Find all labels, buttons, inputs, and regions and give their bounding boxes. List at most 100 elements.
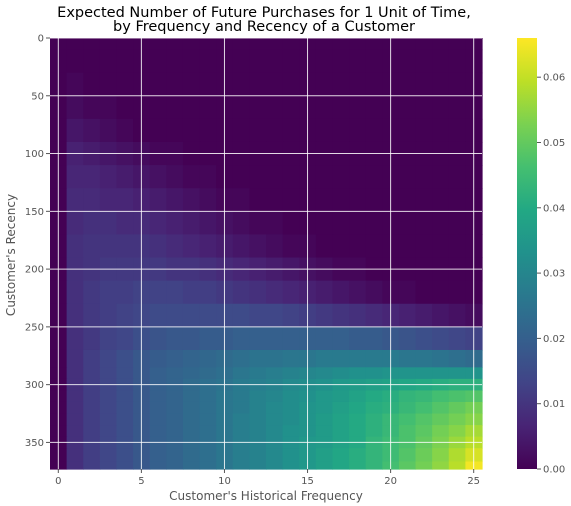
heatmap-cell <box>99 390 118 403</box>
heatmap-cell <box>415 49 433 74</box>
heatmap-cell <box>149 188 167 212</box>
heatmap-cell <box>149 280 167 305</box>
heatmap-cell <box>166 448 184 463</box>
heatmap-cell <box>182 401 201 415</box>
heatmap-cell <box>83 95 101 120</box>
heatmap-cell <box>266 211 284 236</box>
heatmap-cell <box>315 234 334 259</box>
heatmap-cell <box>315 303 334 328</box>
heatmap-cell <box>432 49 450 74</box>
heatmap-cell <box>249 349 267 368</box>
heatmap-cell <box>266 188 284 212</box>
heatmap-cell <box>83 413 101 426</box>
heatmap-cell <box>315 188 334 212</box>
heatmap-cell <box>315 448 334 463</box>
heatmap-cell <box>266 280 284 305</box>
heatmap-cell <box>365 367 383 380</box>
heatmap-cell <box>182 461 201 470</box>
heatmap-cell <box>116 211 134 236</box>
heatmap-cell <box>448 390 466 403</box>
heatmap-cell <box>99 461 118 470</box>
heatmap-cell <box>315 326 334 351</box>
heatmap-cell <box>365 390 383 403</box>
heatmap-cell <box>398 188 417 212</box>
heatmap-cell <box>315 367 334 380</box>
heatmap-cell <box>232 401 250 415</box>
heatmap-cell <box>99 448 118 463</box>
heatmap-cell <box>199 234 217 259</box>
heatmap-cell <box>166 367 184 380</box>
heatmap-cell <box>199 72 217 97</box>
heatmap-cell <box>249 188 267 212</box>
heatmap-cell <box>432 165 450 189</box>
heatmap-cell <box>349 425 367 438</box>
heatmap-cell <box>365 280 383 305</box>
heatmap-cell <box>116 280 134 305</box>
heatmap-cell <box>365 425 383 438</box>
heatmap-cell <box>448 461 466 470</box>
heatmap-cell <box>332 211 350 236</box>
heatmap-cell <box>315 49 334 74</box>
heatmap-cell <box>199 326 217 351</box>
heatmap-cell <box>365 461 383 470</box>
heatmap-cell <box>415 413 433 426</box>
heatmap-cell <box>166 188 184 212</box>
heatmap-cell <box>99 280 118 305</box>
heatmap-cell <box>99 425 118 438</box>
colorbar-tick-label: 0.05 <box>543 138 565 149</box>
heatmap-cell <box>266 234 284 259</box>
heatmap-cell <box>149 303 167 328</box>
heatmap-cell <box>166 211 184 236</box>
heatmap-cell <box>282 95 300 120</box>
heatmap-cell <box>432 425 450 438</box>
heatmap-cell <box>448 367 466 380</box>
heatmap-cell <box>365 234 383 259</box>
heatmap-cell <box>448 326 466 351</box>
heatmap-cell <box>398 38 417 51</box>
chart-title-line-1: Expected Number of Future Purchases for … <box>57 5 471 21</box>
heatmap-cell <box>182 211 201 236</box>
heatmap-cell <box>66 413 84 426</box>
heatmap-cell <box>116 118 134 143</box>
heatmap-cell <box>83 118 101 143</box>
heatmap-cell <box>448 95 466 120</box>
heatmap-cell <box>66 390 84 403</box>
heatmap-cell <box>365 211 383 236</box>
y-tick-label: 350 <box>25 438 44 449</box>
heatmap-cell <box>232 211 250 236</box>
heatmap-cell <box>83 188 101 212</box>
heatmap-cell <box>398 326 417 351</box>
colorbar-tick-label: 0.02 <box>543 334 565 345</box>
heatmap-cell <box>349 448 367 463</box>
heatmap-cell <box>99 401 118 415</box>
x-axis-label: Customer's Historical Frequency <box>169 489 363 503</box>
heatmap-cell <box>232 95 250 120</box>
heatmap-cell <box>66 303 84 328</box>
heatmap-cell <box>398 49 417 74</box>
y-tick-label: 250 <box>25 322 44 333</box>
heatmap-cell <box>349 118 367 143</box>
heatmap-cell <box>315 38 334 51</box>
heatmap-cell <box>149 401 167 415</box>
heatmap-cell <box>199 188 217 212</box>
heatmap-cell <box>83 38 101 51</box>
heatmap-cell <box>99 72 118 97</box>
heatmap-cell <box>182 280 201 305</box>
y-tick-label: 100 <box>25 149 44 160</box>
heatmap-cell <box>448 448 466 463</box>
heatmap-cell <box>249 461 267 470</box>
heatmap-cell <box>349 188 367 212</box>
heatmap-cell <box>66 448 84 463</box>
heatmap-cell <box>199 390 217 403</box>
heatmap-cell <box>432 367 450 380</box>
heatmap-cell <box>448 401 466 415</box>
heatmap-cell <box>149 234 167 259</box>
chart-title-line-2: by Frequency and Recency of a Customer <box>113 19 415 35</box>
colorbar: 0.00 0.01 0.02 0.03 0.04 0.05 0.06 <box>517 38 565 476</box>
heatmap-cell <box>315 390 334 403</box>
heatmap-cell <box>365 49 383 74</box>
heatmap-cell <box>448 211 466 236</box>
heatmap-cell <box>315 95 334 120</box>
heatmap-cell <box>315 401 334 415</box>
heatmap-cell <box>182 188 201 212</box>
